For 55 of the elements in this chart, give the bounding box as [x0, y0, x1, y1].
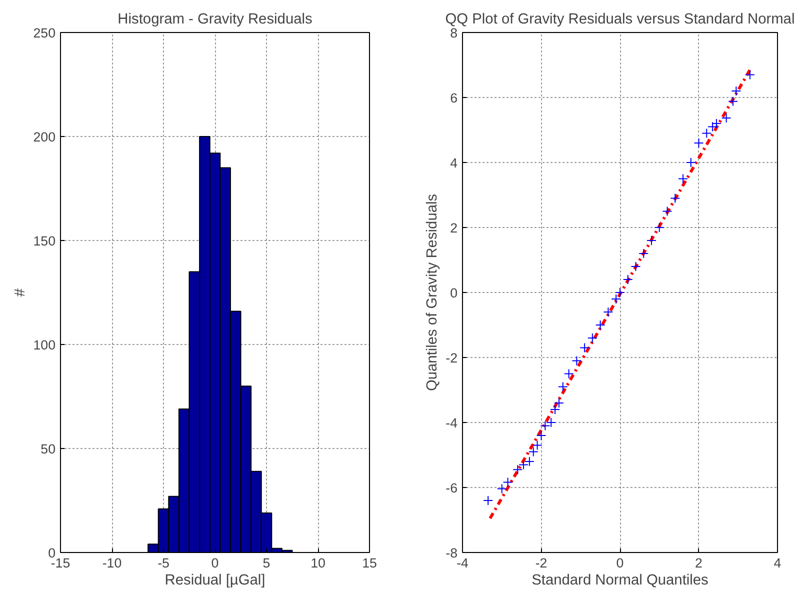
- point: [728, 96, 738, 106]
- y-tick-label: 6: [450, 90, 458, 106]
- point: [638, 248, 649, 258]
- point: [483, 496, 494, 506]
- point: [603, 307, 614, 317]
- point: [587, 333, 598, 343]
- y-tick-label: 2: [450, 220, 458, 236]
- point: [536, 430, 546, 440]
- point: [580, 342, 590, 353]
- point: [731, 86, 742, 96]
- y-tick-label: 200: [33, 130, 56, 144]
- chart-title: Histogram - Gravity Residuals: [118, 12, 312, 28]
- point: [721, 112, 732, 123]
- x-tick-label: 4: [774, 556, 782, 570]
- y-tick-label: 100: [33, 338, 56, 352]
- point: [744, 70, 755, 80]
- x-tick-label: 0: [211, 556, 219, 570]
- point: [630, 262, 641, 272]
- point: [711, 118, 722, 128]
- y-tick-label: -6: [446, 480, 458, 496]
- point: [662, 206, 672, 216]
- y-tick-label: 4: [450, 156, 458, 170]
- y-axis-title: #: [12, 288, 28, 297]
- point: [564, 368, 574, 379]
- point: [678, 174, 688, 184]
- y-tick-label: -4: [446, 416, 458, 430]
- point: [646, 236, 656, 246]
- y-axis-title: Quantiles of Gravity Residuals: [424, 194, 441, 392]
- point: [558, 382, 568, 392]
- x-tick-label: -5: [158, 556, 170, 570]
- point: [595, 320, 606, 330]
- chart-title: QQ Plot of Gravity Residuals versus Standard Normal: [445, 12, 795, 28]
- y-tick-label: 150: [33, 234, 56, 248]
- y-tick-label: 0: [48, 546, 56, 560]
- point: [654, 222, 664, 232]
- x-tick-label: 0: [616, 556, 624, 570]
- x-tick-label: -10: [102, 556, 122, 570]
- x-tick-label: -2: [535, 556, 548, 570]
- y-tick-label: -2: [446, 350, 458, 366]
- point: [686, 158, 696, 168]
- x-tick-label: 15: [362, 556, 377, 570]
- x-tick-label: 2: [695, 556, 702, 570]
- point: [670, 193, 680, 204]
- y-tick-label: -8: [446, 546, 458, 560]
- x-axis-title: Residual [µGal]: [164, 572, 266, 588]
- y-tick-label: 8: [450, 26, 458, 40]
- point: [572, 356, 582, 366]
- y-tick-label: 0: [450, 286, 458, 300]
- y-tick-label: 250: [33, 26, 56, 40]
- point: [622, 274, 633, 284]
- x-tick-label: 5: [262, 556, 270, 570]
- x-axis-title: Standard Normal Quantiles: [532, 572, 708, 588]
- x-tick-label: 10: [310, 556, 326, 570]
- y-tick-label: 50: [40, 442, 56, 456]
- point: [694, 138, 704, 148]
